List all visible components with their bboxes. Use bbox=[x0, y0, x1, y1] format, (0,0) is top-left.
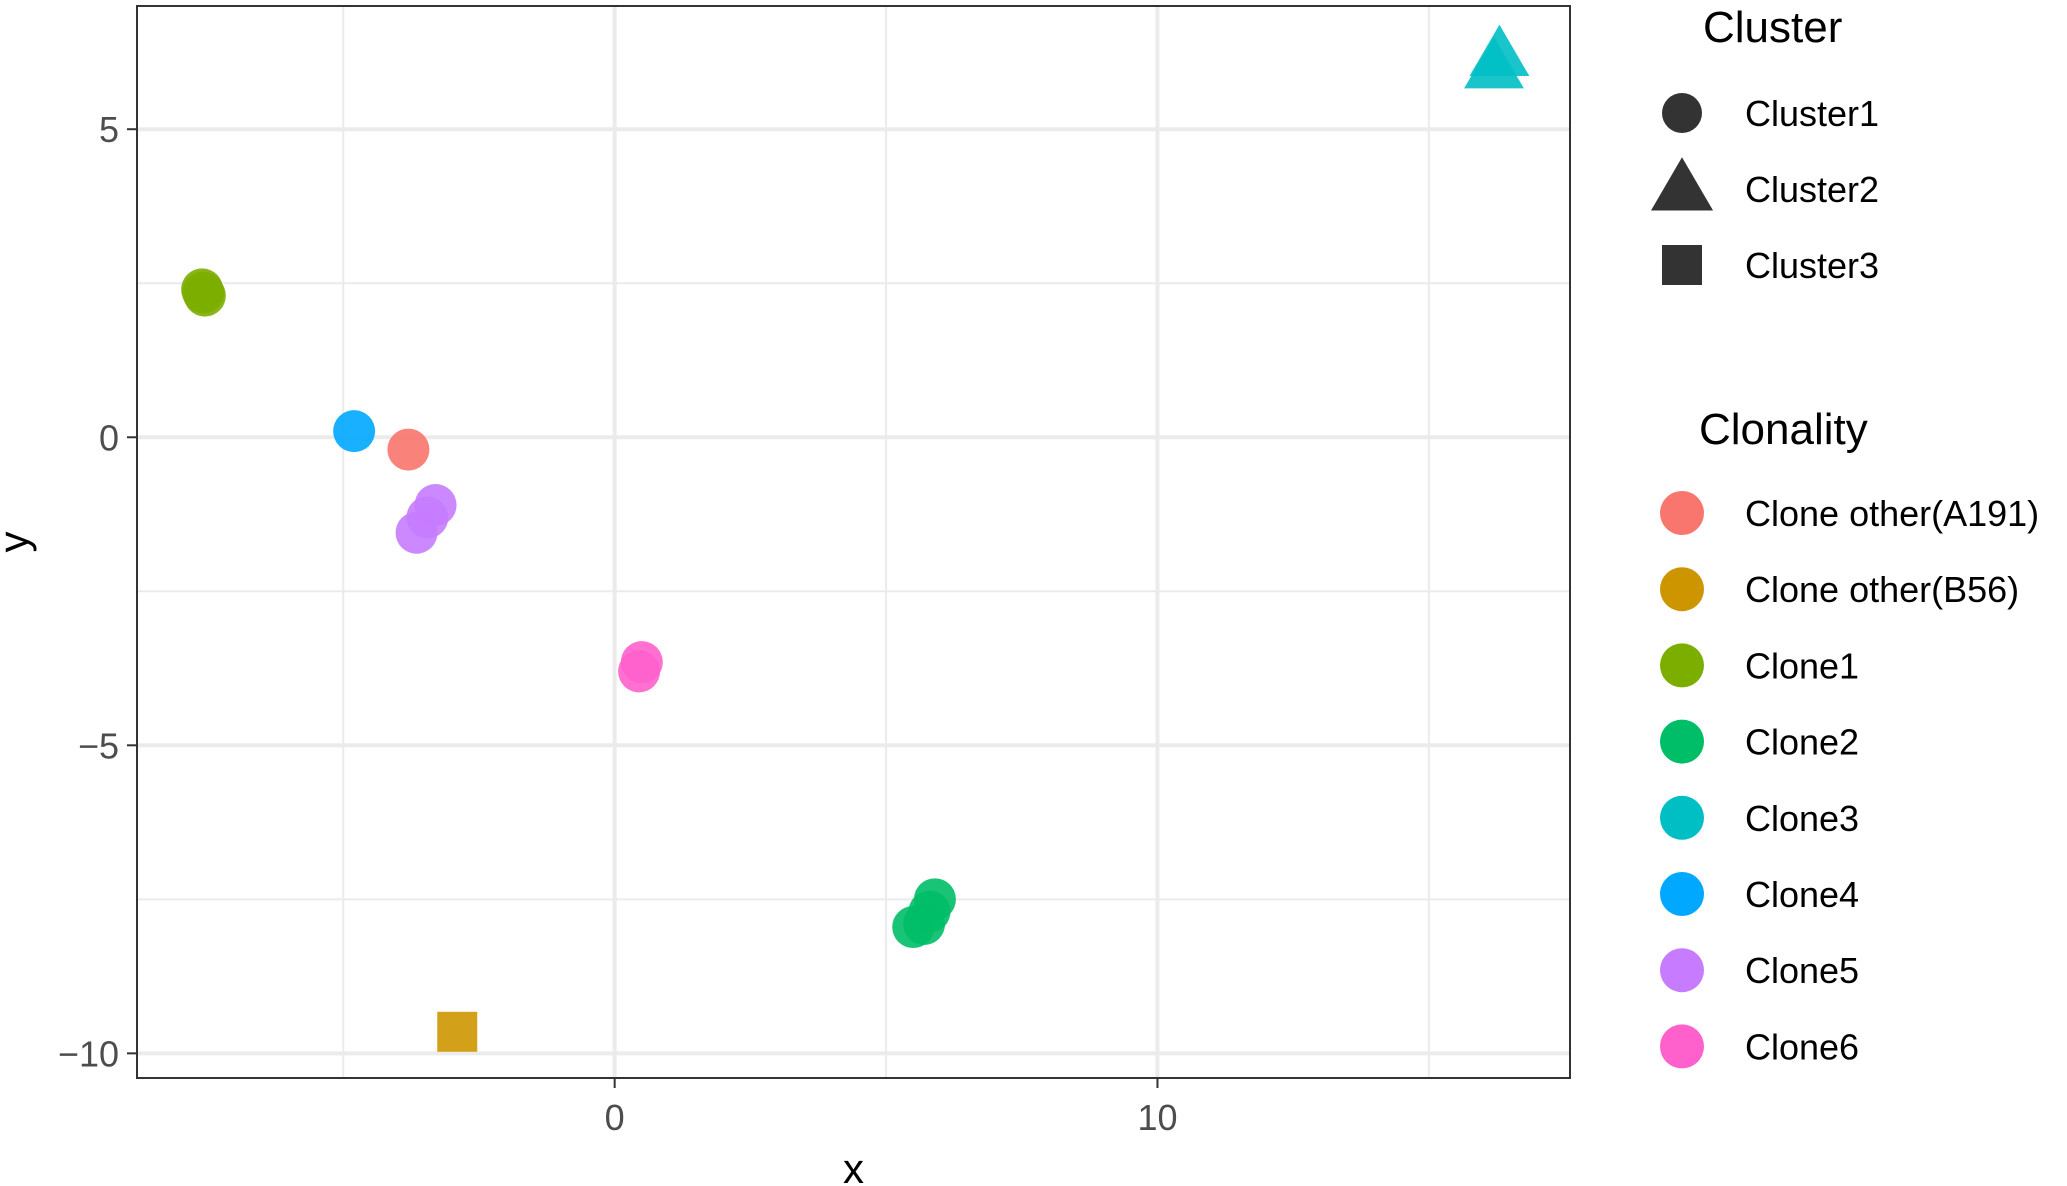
clonality-legend-label: Clone1 bbox=[1745, 645, 1859, 686]
data-point bbox=[333, 410, 376, 453]
clonality-legend-label: Clone6 bbox=[1745, 1026, 1859, 1067]
x-axis-title: x bbox=[843, 1145, 864, 1186]
clonality-legend-title: Clonality bbox=[1699, 405, 1868, 454]
data-point bbox=[182, 271, 225, 314]
clonality-legend: Clone other(A191) Clone other(B56) Clone1 C… bbox=[1660, 491, 2039, 1069]
data-point bbox=[1464, 36, 1524, 89]
y-tick-label: −10 bbox=[58, 1033, 119, 1074]
clonality-legend-label: Clone4 bbox=[1745, 874, 1859, 915]
clonality-legend-key bbox=[1660, 1024, 1704, 1069]
cluster-legend-key bbox=[1650, 157, 1714, 211]
data-points bbox=[181, 24, 1530, 1052]
y-tick-label: 0 bbox=[99, 417, 119, 458]
clonality-legend-key bbox=[1660, 795, 1704, 840]
cluster-legend-key bbox=[1662, 93, 1702, 133]
x-tick-label: 10 bbox=[1137, 1097, 1177, 1138]
clonality-legend-key bbox=[1660, 719, 1704, 764]
cluster-legend-key bbox=[1662, 245, 1702, 285]
data-point bbox=[892, 906, 935, 949]
clonality-legend-label: Clone other(B56) bbox=[1745, 569, 2019, 610]
clonality-legend-key bbox=[1660, 567, 1704, 612]
x-tick-label: 0 bbox=[605, 1097, 625, 1138]
cluster-legend-label: Cluster3 bbox=[1745, 245, 1879, 286]
cluster-legend: Cluster1 Cluster2 Cluster3 bbox=[1650, 93, 1879, 286]
y-tick-label: −5 bbox=[78, 725, 119, 766]
y-tick-label: 5 bbox=[99, 109, 119, 150]
data-point bbox=[395, 511, 438, 554]
major-gridlines bbox=[137, 6, 1570, 1078]
cluster-legend-label: Cluster2 bbox=[1745, 169, 1879, 210]
clonality-legend-key bbox=[1660, 643, 1704, 688]
y-axis-ticks: 5 0 −5 −10 bbox=[58, 109, 137, 1074]
y-axis-title: y bbox=[0, 532, 37, 553]
clonality-legend-key bbox=[1660, 872, 1704, 916]
x-axis-ticks: 0 10 bbox=[605, 1078, 1177, 1138]
clonality-legend-label: Clone5 bbox=[1745, 950, 1859, 991]
data-point bbox=[387, 428, 430, 471]
clonality-legend-key bbox=[1660, 491, 1704, 535]
clonality-legend-label: Clone other(A191) bbox=[1745, 493, 2039, 534]
clonality-legend-label: Clone2 bbox=[1745, 722, 1859, 763]
data-point bbox=[618, 650, 661, 693]
panel-border bbox=[136, 5, 1571, 1079]
clonality-legend-label: Clone3 bbox=[1745, 798, 1859, 839]
minor-gridlines bbox=[137, 6, 1570, 1078]
cluster-legend-label: Cluster1 bbox=[1745, 93, 1879, 134]
data-point bbox=[437, 1011, 478, 1052]
cluster-legend-title: Cluster bbox=[1703, 3, 1842, 52]
clonality-legend-key bbox=[1660, 948, 1704, 993]
